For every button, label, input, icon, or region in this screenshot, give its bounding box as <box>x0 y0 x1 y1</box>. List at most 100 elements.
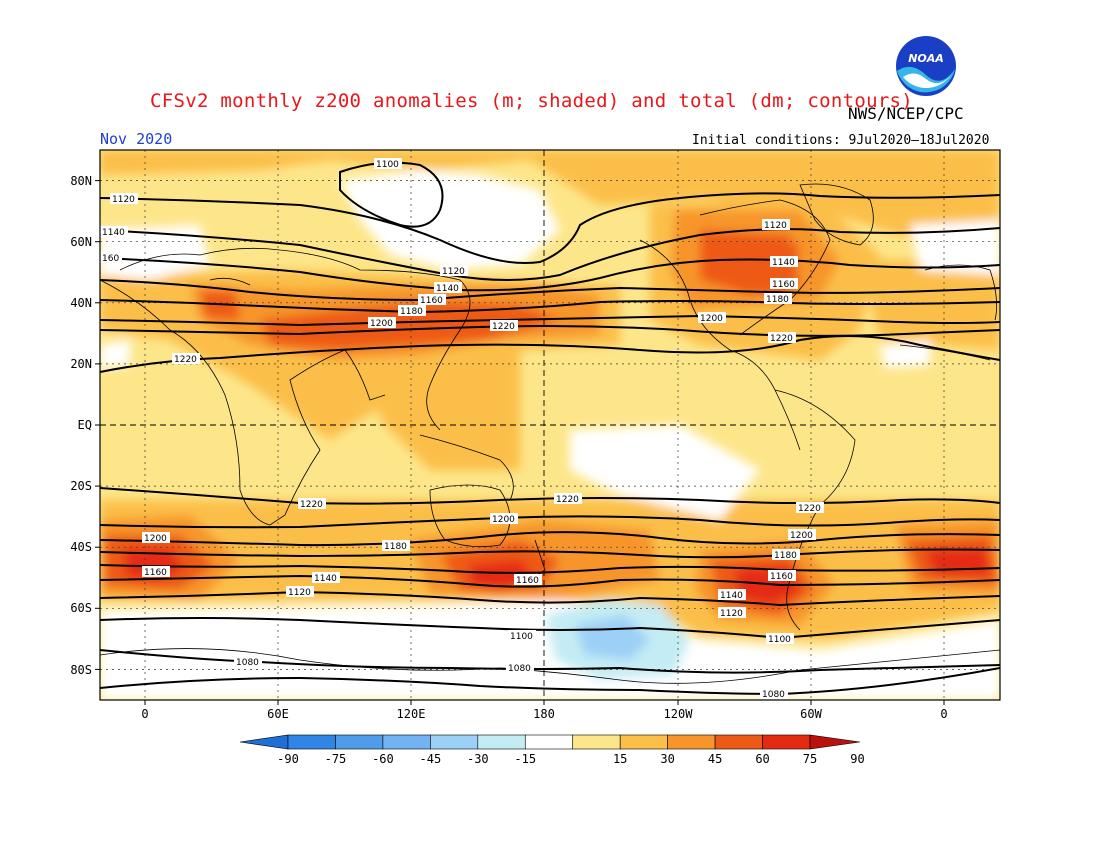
coastlines <box>100 183 1000 684</box>
height-contours <box>100 161 1000 696</box>
longitude-axis <box>144 700 945 705</box>
contour-label: 1200 <box>698 312 726 324</box>
contour-label: 1180 <box>382 540 410 552</box>
contour-labels: 1100 1120 1140 160 1120 1140 1160 1180 <box>100 158 824 700</box>
organization-label: NWS/NCEP/CPC <box>848 104 964 123</box>
svg-text:1180: 1180 <box>400 307 423 317</box>
contour-label: 1220 <box>172 353 200 365</box>
colorbar-label: 60 <box>755 752 769 766</box>
svg-text:1120: 1120 <box>288 588 311 598</box>
lat-tick-label: 80S <box>70 663 92 677</box>
svg-text:1200: 1200 <box>370 319 393 329</box>
svg-text:1200: 1200 <box>790 531 813 541</box>
reference-lines <box>100 150 1000 700</box>
svg-text:1120: 1120 <box>720 609 743 619</box>
colorbar-segment <box>762 734 811 750</box>
svg-text:1220: 1220 <box>770 334 793 344</box>
latitude-tick-labels: 80N 60N 40N 20N EQ 20S 40S 60S 80S <box>70 174 92 677</box>
svg-text:1180: 1180 <box>774 551 797 561</box>
svg-text:1100: 1100 <box>510 632 533 642</box>
colorbar-label: 90 <box>850 752 864 766</box>
contour-label: 1180 <box>398 305 426 317</box>
contour-label: 1100 <box>374 158 402 170</box>
contour-label: 1080 <box>506 662 534 674</box>
lat-tick-label: 60S <box>70 601 92 615</box>
lat-tick-label: 40S <box>70 540 92 554</box>
svg-text:1100: 1100 <box>376 160 399 170</box>
svg-text:1200: 1200 <box>492 515 515 525</box>
contour-label: 1220 <box>796 502 824 514</box>
lon-tick-label: 60W <box>800 707 822 721</box>
logo-text: NOAA <box>908 52 944 65</box>
contour-label: 1160 <box>770 278 798 290</box>
contour-label: 1100 <box>766 633 794 645</box>
svg-text:1120: 1120 <box>764 221 787 231</box>
colorbar-label: -90 <box>277 752 299 766</box>
svg-text:1220: 1220 <box>798 504 821 514</box>
contour-label: 1100 <box>508 630 536 642</box>
svg-text:1080: 1080 <box>236 658 259 668</box>
lon-tick-label: 120W <box>664 707 694 721</box>
svg-text:1200: 1200 <box>700 314 723 324</box>
svg-text:1220: 1220 <box>556 495 579 505</box>
svg-text:1140: 1140 <box>102 228 125 238</box>
colorbar-arrow-left <box>239 734 289 750</box>
contour-label: 1180 <box>764 293 792 305</box>
lon-tick-label: 180 <box>533 707 555 721</box>
colorbar-segment <box>524 734 574 750</box>
svg-text:1220: 1220 <box>492 322 515 332</box>
contour-label: 1120 <box>286 586 314 598</box>
contour-label: 1140 <box>770 256 798 268</box>
contour-label: 1220 <box>490 320 518 332</box>
colorbar-label: 30 <box>660 752 674 766</box>
colorbar-label: -45 <box>420 752 442 766</box>
svg-text:1140: 1140 <box>314 574 337 584</box>
colorbar-segment <box>667 734 716 750</box>
lat-tick-label: 80N <box>70 174 92 188</box>
lat-tick-label: EQ <box>78 418 92 432</box>
lat-tick-label: 20S <box>70 479 92 493</box>
colorbar-segment <box>335 734 384 750</box>
contour-label: 1220 <box>554 493 582 505</box>
colorbar-arrow-right <box>809 734 861 750</box>
initial-conditions: Initial conditions: 9Jul2020–18Jul2020 <box>692 133 990 148</box>
contour-label: 1160 <box>418 294 446 306</box>
colorbar-label: 15 <box>613 752 627 766</box>
svg-text:1160: 1160 <box>772 280 795 290</box>
svg-text:1160: 1160 <box>770 572 793 582</box>
contour-label: 1140 <box>434 282 462 294</box>
svg-text:1140: 1140 <box>772 258 795 268</box>
svg-text:1120: 1120 <box>442 267 465 277</box>
contour-label: 1160 <box>514 574 542 586</box>
contour-label: 1120 <box>440 265 468 277</box>
svg-text:1080: 1080 <box>762 690 785 700</box>
svg-text:1180: 1180 <box>384 542 407 552</box>
colorbar-segment <box>430 734 479 750</box>
svg-text:1140: 1140 <box>436 284 459 294</box>
noaa-logo-icon: NOAA <box>896 36 956 96</box>
contour-label: 1140 <box>100 226 128 238</box>
svg-text:1220: 1220 <box>174 355 197 365</box>
latitude-axis <box>95 180 100 670</box>
colorbar-segment <box>382 734 431 750</box>
chart-title: CFSv2 monthly z200 anomalies (m; shaded)… <box>150 90 914 112</box>
svg-text:1140: 1140 <box>720 591 743 601</box>
lon-tick-label: 120E <box>397 707 426 721</box>
contour-label: 1200 <box>490 513 518 525</box>
colorbar-segment <box>477 734 526 750</box>
contour-label: 1120 <box>718 607 746 619</box>
contour-label: 1180 <box>772 549 800 561</box>
svg-text:1180: 1180 <box>766 295 789 305</box>
contour-label: 1160 <box>142 566 170 578</box>
contour-label: 1200 <box>368 317 396 329</box>
svg-text:1080: 1080 <box>508 664 531 674</box>
svg-text:160: 160 <box>102 254 119 264</box>
svg-text:1160: 1160 <box>144 568 167 578</box>
svg-text:1220: 1220 <box>300 500 323 510</box>
colorbar-label: -75 <box>325 752 347 766</box>
lat-tick-label: 60N <box>70 235 92 249</box>
svg-text:1100: 1100 <box>768 635 791 645</box>
colorbar-segment <box>572 734 621 750</box>
lon-tick-label: 0 <box>141 707 148 721</box>
colorbar-segment <box>619 734 668 750</box>
